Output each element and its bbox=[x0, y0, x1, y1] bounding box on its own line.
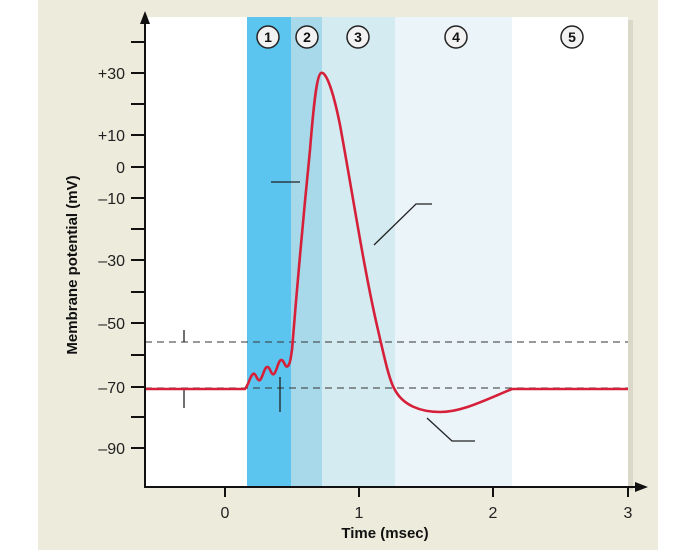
x-axis-arrow-icon bbox=[635, 482, 648, 492]
x-tick-label: 0 bbox=[221, 505, 230, 522]
phase-1-marker: 1 bbox=[256, 25, 280, 49]
x-axis: 0 1 2 3 Time (msec) bbox=[144, 482, 648, 542]
repolarizing-phase-leader bbox=[373, 203, 432, 246]
x-tick-label: 2 bbox=[489, 505, 498, 522]
phase-5-label: 5 bbox=[568, 29, 576, 45]
action-potential-curve bbox=[145, 71, 628, 414]
x-tick-label: 3 bbox=[624, 505, 633, 522]
x-axis-title: Time (msec) bbox=[341, 525, 428, 542]
y-tick-label: –50 bbox=[98, 316, 125, 333]
phase-4-band bbox=[395, 17, 512, 487]
plot-shadow bbox=[628, 20, 633, 490]
y-tick-label: +10 bbox=[98, 128, 125, 145]
phase-3-band bbox=[322, 17, 395, 487]
y-tick-label: –70 bbox=[98, 380, 125, 397]
y-tick-label: +30 bbox=[98, 66, 125, 83]
phase-4-marker: 4 bbox=[444, 25, 468, 49]
hyperpolarization-leader bbox=[426, 417, 475, 442]
phase-2-label: 2 bbox=[303, 29, 311, 45]
phase-1-band bbox=[247, 17, 291, 487]
y-axis: +30 +10 0 –10 –30 –50 –70 –90 Membrane p… bbox=[64, 11, 150, 487]
phase-bands bbox=[247, 17, 512, 487]
y-axis-title: Membrane potential (mV) bbox=[64, 175, 81, 354]
phase-1-label: 1 bbox=[264, 29, 272, 45]
phase-2-band bbox=[291, 17, 322, 487]
y-axis-arrow-icon bbox=[140, 11, 150, 24]
phase-2-marker: 2 bbox=[295, 25, 319, 49]
y-tick-label: –30 bbox=[98, 253, 125, 270]
phase-5-marker: 5 bbox=[560, 25, 584, 49]
y-tick-label: 0 bbox=[116, 160, 125, 177]
callout-leaders bbox=[183, 181, 475, 442]
phase-3-marker: 3 bbox=[346, 25, 370, 49]
phase-3-label: 3 bbox=[354, 29, 362, 45]
y-tick-label: –10 bbox=[98, 191, 125, 208]
x-tick-label: 1 bbox=[355, 505, 364, 522]
y-tick-label: –90 bbox=[98, 441, 125, 458]
phase-4-label: 4 bbox=[452, 29, 460, 45]
phase-markers: 1 2 3 4 5 bbox=[256, 25, 584, 49]
